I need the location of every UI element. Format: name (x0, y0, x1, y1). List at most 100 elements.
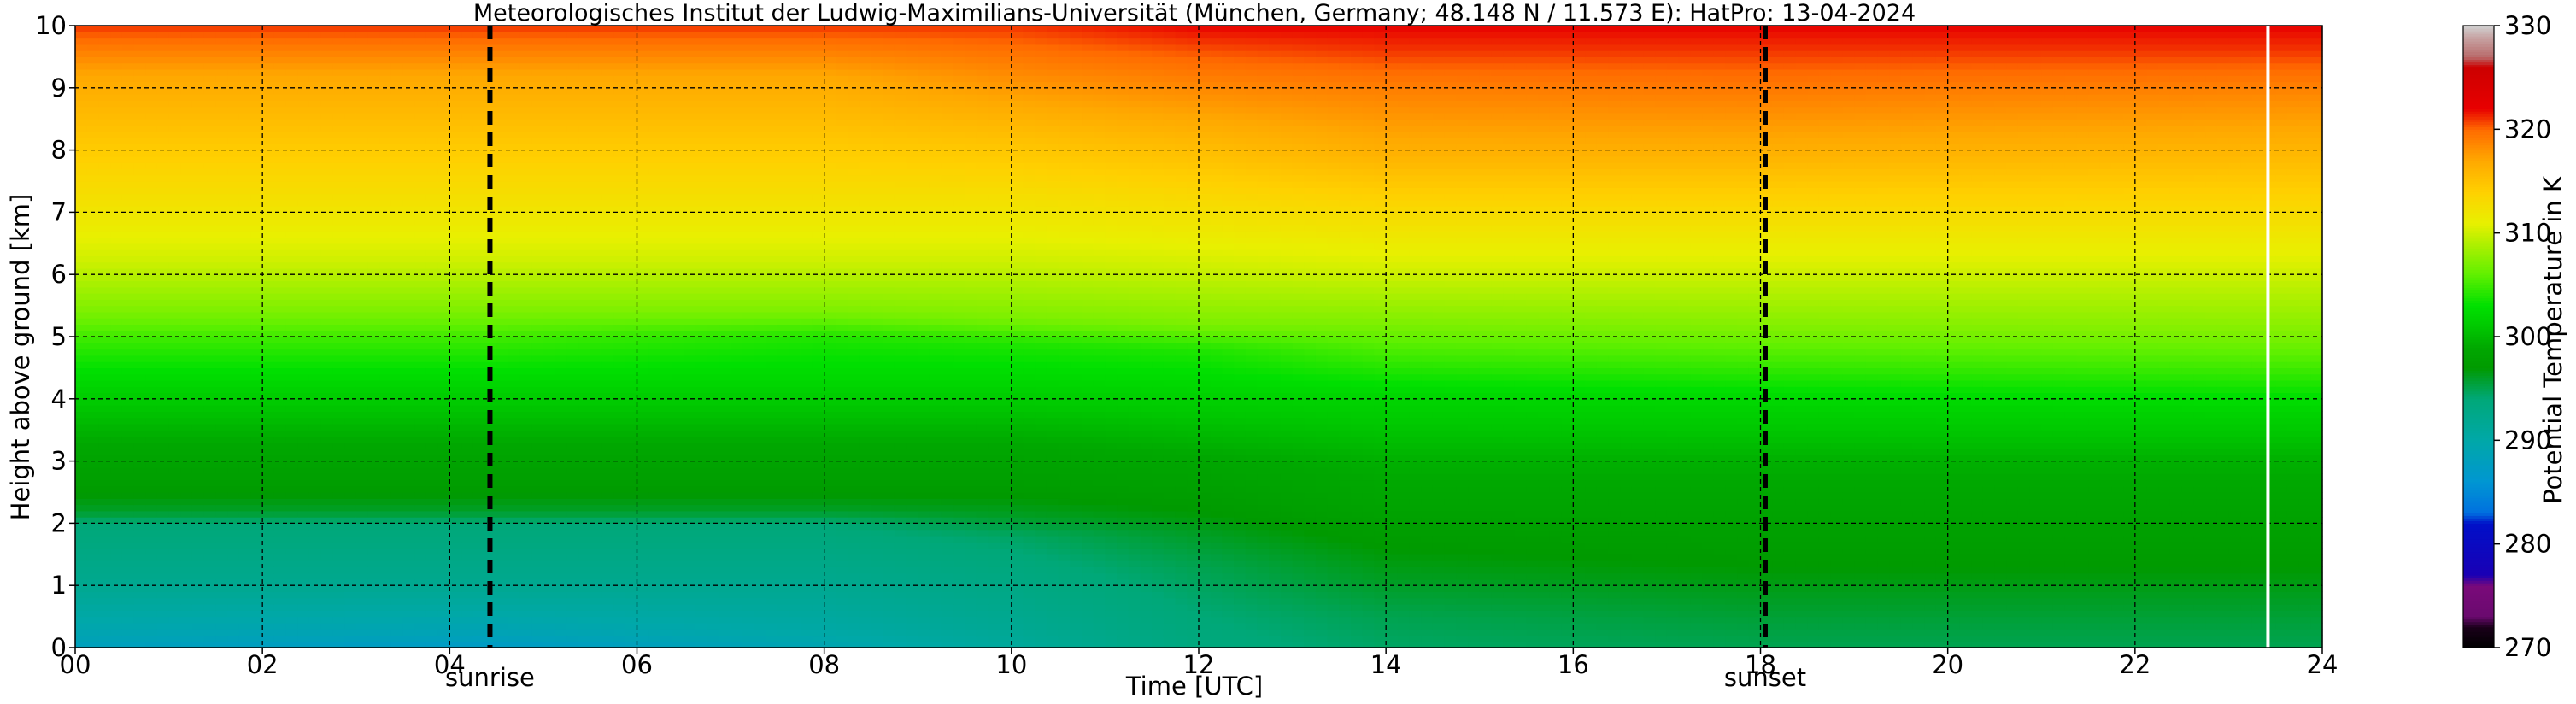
heatmap-cell (344, 243, 356, 250)
heatmap-cell (496, 367, 508, 374)
heatmap-cell (426, 318, 438, 325)
heatmap-cell (133, 138, 145, 144)
heatmap-cell (590, 324, 602, 331)
heatmap-cell (309, 175, 321, 182)
heatmap-cell (309, 473, 321, 480)
heatmap-cell (613, 374, 625, 381)
heatmap-cell (508, 386, 520, 393)
heatmap-cell (215, 44, 227, 51)
heatmap-cell (496, 542, 508, 549)
heatmap-cell (110, 125, 122, 132)
heatmap-cell (555, 274, 567, 281)
heatmap-cell (555, 194, 567, 201)
heatmap-cell (145, 380, 157, 387)
heatmap-cell (87, 443, 99, 449)
heatmap-cell (332, 610, 344, 617)
heatmap-cell (309, 219, 321, 226)
heatmap-cell (262, 623, 274, 630)
heatmap-cell (332, 168, 344, 175)
heatmap-cell (449, 610, 461, 617)
heatmap-cell (508, 156, 520, 163)
heatmap-cell (215, 175, 227, 182)
heatmap-cell (625, 461, 637, 468)
heatmap-cell (625, 175, 637, 182)
heatmap-cell (484, 467, 496, 474)
heatmap-cell (403, 361, 415, 368)
heatmap-cell (192, 156, 204, 163)
heatmap-cell (262, 132, 274, 138)
heatmap-cell (332, 623, 344, 630)
heatmap-cell (637, 549, 649, 555)
heatmap-cell (145, 443, 157, 449)
heatmap-cell (239, 591, 251, 598)
heatmap-cell (192, 238, 204, 244)
heatmap-cell (473, 225, 485, 232)
heatmap-cell (157, 337, 169, 343)
heatmap-cell (637, 473, 649, 480)
heatmap-cell (309, 367, 321, 374)
heatmap-cell (122, 598, 134, 605)
heatmap-cell (262, 44, 274, 51)
heatmap-cell (543, 374, 555, 381)
heatmap-cell (215, 181, 227, 188)
heatmap-cell (403, 530, 415, 537)
heatmap-cell (379, 585, 391, 592)
heatmap-cell (227, 312, 239, 319)
heatmap-cell (613, 598, 625, 605)
heatmap-cell (286, 274, 298, 281)
heatmap-cell (637, 479, 649, 486)
heatmap-cell (204, 566, 216, 573)
heatmap-cell (555, 318, 567, 325)
heatmap-cell (204, 573, 216, 580)
heatmap-cell (461, 107, 473, 114)
heatmap-cell (204, 69, 216, 76)
heatmap-cell (157, 100, 169, 107)
heatmap-cell (625, 542, 637, 549)
heatmap-cell (438, 573, 450, 580)
heatmap-cell (192, 542, 204, 549)
heatmap-cell (637, 591, 649, 598)
heatmap-cell (613, 212, 625, 219)
heatmap-cell (473, 554, 485, 561)
heatmap-cell (590, 430, 602, 437)
heatmap-cell (648, 56, 660, 63)
heatmap-cell (578, 386, 590, 393)
heatmap-cell (367, 238, 379, 244)
heatmap-cell (192, 380, 204, 387)
heatmap-cell (262, 175, 274, 182)
heatmap-cell (239, 367, 251, 374)
heatmap-cell (98, 238, 110, 244)
heatmap-cell (110, 585, 122, 592)
heatmap-cell (274, 225, 286, 232)
heatmap-cell (473, 50, 485, 57)
heatmap-cell (414, 219, 426, 226)
heatmap-cell (566, 280, 578, 287)
heatmap-cell (344, 498, 356, 505)
heatmap-cell (180, 100, 192, 107)
heatmap-cell (555, 200, 567, 207)
heatmap-cell (566, 255, 578, 262)
heatmap-cell (262, 418, 274, 425)
heatmap-cell (520, 75, 532, 82)
heatmap-cell (169, 280, 181, 287)
heatmap-cell (110, 374, 122, 381)
heatmap-cell (473, 367, 485, 374)
heatmap-cell (449, 399, 461, 406)
heatmap-cell (461, 505, 473, 512)
heatmap-cell (204, 168, 216, 175)
heatmap-cell (520, 443, 532, 449)
heatmap-cell (438, 449, 450, 455)
heatmap-cell (239, 449, 251, 455)
heatmap-cell (321, 306, 333, 313)
heatmap-cell (403, 318, 415, 325)
heatmap-cell (87, 293, 99, 300)
heatmap-cell (274, 560, 286, 567)
heatmap-cell (250, 361, 262, 368)
heatmap-cell (98, 367, 110, 374)
heatmap-cell (508, 355, 520, 362)
heatmap-cell (555, 386, 567, 393)
heatmap-cell (414, 549, 426, 555)
heatmap-cell (75, 125, 87, 132)
heatmap-cell (601, 374, 613, 381)
heatmap-cell (169, 449, 181, 455)
